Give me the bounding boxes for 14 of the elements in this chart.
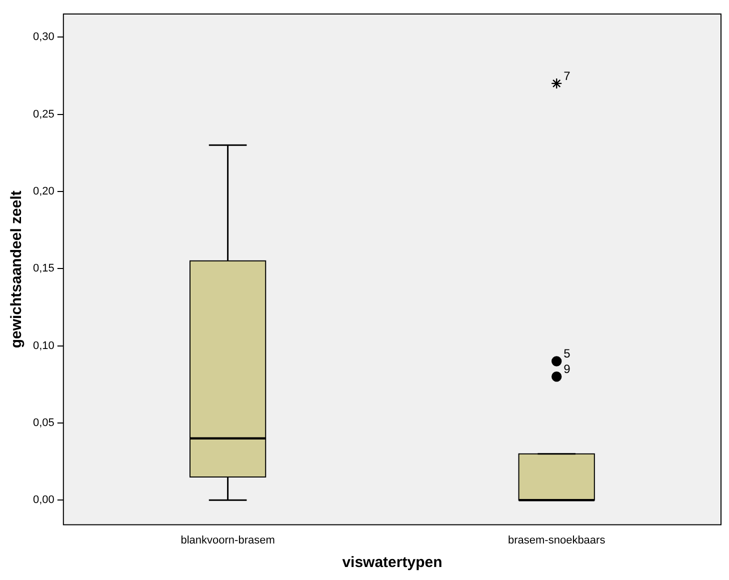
x-tick-label: blankvoorn-brasem <box>180 534 275 546</box>
y-tick-label: 0,00 <box>32 494 54 506</box>
y-tick-label: 0,30 <box>32 31 54 44</box>
y-tick-label: 0,05 <box>32 416 54 429</box>
y-tick-label: 0,25 <box>32 108 54 120</box>
annotation: 5 <box>564 346 571 361</box>
annotation: 7 <box>564 68 571 83</box>
y-tick-label: 0,20 <box>32 186 54 198</box>
y-tick-label: 0,10 <box>32 340 54 352</box>
annotation: 9 <box>564 362 571 376</box>
x-tick-label: brasem-snoekbaars <box>508 534 606 546</box>
y-axis-title: gewichtsaandeel zeelt <box>8 190 26 348</box>
x-axis-title: viswatertypen <box>342 554 442 572</box>
y-tick-label: 0,15 <box>32 262 54 275</box>
